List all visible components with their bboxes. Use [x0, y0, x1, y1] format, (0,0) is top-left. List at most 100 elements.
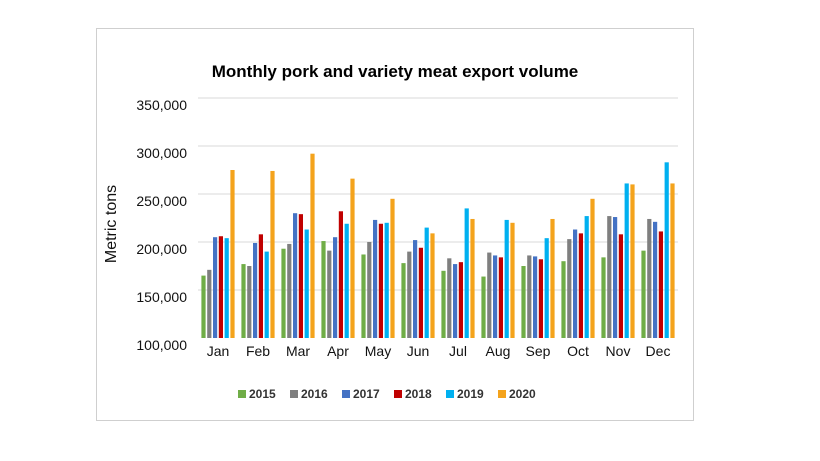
legend-label-2017: 2017: [353, 387, 380, 401]
bar-2017-Aug: [493, 255, 498, 338]
y-axis-label: Metric tons: [103, 185, 120, 263]
bar-2015-Sep: [521, 266, 526, 338]
y-tick-label: 250,000: [136, 193, 187, 209]
bar-2016-Feb: [247, 266, 252, 338]
bar-2018-May: [378, 223, 383, 338]
bar-2017-Jul: [453, 264, 458, 338]
bar-2019-Jan: [224, 238, 229, 338]
bar-2019-Sep: [544, 238, 549, 338]
y-tick-label: 300,000: [136, 145, 187, 161]
x-category-label: Aug: [486, 343, 511, 359]
bar-2020-Apr: [350, 178, 355, 338]
bar-2019-May: [384, 222, 389, 338]
bar-2016-Jun: [407, 251, 412, 338]
legend-label-2015: 2015: [249, 387, 276, 401]
x-category-label: Mar: [286, 343, 310, 359]
bar-2015-Jul: [441, 270, 446, 338]
x-category-label: May: [365, 343, 391, 359]
bar-2017-Dec: [653, 221, 658, 338]
chart-title: Monthly pork and variety meat export vol…: [211, 62, 579, 81]
bar-2019-Oct: [584, 216, 589, 338]
bar-2019-Apr: [344, 223, 349, 338]
bar-2020-Jul: [470, 218, 475, 338]
legend-label-2019: 2019: [457, 387, 484, 401]
bar-2016-Sep: [527, 255, 532, 338]
bar-2019-Nov: [624, 183, 629, 338]
bar-2020-Jun: [430, 233, 435, 338]
bar-2020-Feb: [270, 170, 275, 338]
bar-2017-Mar: [293, 213, 298, 338]
bar-2016-Jan: [207, 269, 212, 338]
bar-2015-Jun: [401, 263, 406, 338]
bar-2017-Feb: [253, 242, 258, 338]
x-category-label: Jan: [207, 343, 230, 359]
bar-2018-Aug: [498, 257, 503, 338]
bar-2018-Jun: [418, 247, 423, 338]
y-tick-label: 150,000: [136, 289, 187, 305]
bar-2016-Oct: [567, 239, 572, 338]
bar-2018-Jan: [218, 236, 223, 338]
x-category-label: Jun: [407, 343, 430, 359]
bar-2017-Oct: [573, 229, 578, 338]
x-category-label: Dec: [646, 343, 671, 359]
bar-2015-Aug: [481, 276, 486, 338]
x-category-label: Jul: [449, 343, 467, 359]
bar-2020-Sep: [550, 218, 555, 338]
bar-2016-Apr: [327, 250, 332, 338]
bar-2016-Nov: [607, 216, 612, 338]
x-axis-categories: Jan Feb Mar Apr May Jun Jul Aug Sep Oct Nov Dec: [207, 343, 671, 359]
bar-2016-Dec: [647, 218, 652, 338]
x-category-label: Nov: [606, 343, 631, 359]
bar-2016-May: [367, 242, 372, 338]
bar-2020-Mar: [310, 153, 315, 338]
bar-2019-Jul: [464, 208, 469, 338]
legend-swatch-2017: [342, 390, 350, 398]
legend: 2015 2016 2017 2018 2019 2020: [238, 387, 536, 401]
bar-2019-Mar: [304, 229, 309, 338]
legend-label-2016: 2016: [301, 387, 328, 401]
bar-2019-Feb: [264, 251, 269, 338]
bar-2019-Dec: [664, 162, 669, 338]
bar-2020-Nov: [630, 184, 635, 338]
x-category-label: Oct: [567, 343, 589, 359]
legend-swatch-2016: [290, 390, 298, 398]
bar-2020-Dec: [670, 183, 675, 338]
bar-2015-Mar: [281, 248, 286, 338]
bar-2015-May: [361, 254, 366, 338]
bar-2015-Dec: [641, 250, 646, 338]
bar-2017-Jan: [213, 237, 218, 338]
y-tick-label: 100,000: [136, 337, 187, 353]
bar-2018-Nov: [618, 234, 623, 338]
y-tick-label: 200,000: [136, 241, 187, 257]
bar-2020-Oct: [590, 198, 595, 338]
bar-2015-Feb: [241, 264, 246, 338]
bar-2020-Aug: [510, 222, 515, 338]
y-tick-label: 350,000: [136, 97, 187, 113]
bar-2020-Jan: [230, 170, 235, 338]
bar-2017-Jun: [413, 240, 418, 338]
bar-2015-Oct: [561, 261, 566, 338]
bar-2019-Jun: [424, 227, 429, 338]
bar-2015-Nov: [601, 257, 606, 338]
bar-2018-Feb: [258, 234, 263, 338]
bar-2020-May: [390, 198, 395, 338]
bar-2017-May: [373, 219, 378, 338]
bar-2018-Jul: [458, 262, 463, 338]
bar-2016-Aug: [487, 252, 492, 338]
legend-swatch-2019: [446, 390, 454, 398]
x-category-label: Feb: [246, 343, 270, 359]
legend-swatch-2018: [394, 390, 402, 398]
bar-2015-Apr: [321, 241, 326, 338]
bar-2015-Jan: [201, 275, 206, 338]
bar-2017-Apr: [333, 237, 338, 338]
y-axis-ticks: 100,000 150,000 200,000 250,000 300,000 350,0…: [136, 97, 187, 353]
legend-label-2020: 2020: [509, 387, 536, 401]
legend-swatch-2020: [498, 390, 506, 398]
bar-2018-Oct: [578, 233, 583, 338]
bar-2018-Sep: [538, 259, 543, 338]
bars: [201, 153, 675, 338]
bar-2017-Sep: [533, 256, 538, 338]
bar-2018-Apr: [338, 211, 343, 338]
bar-2018-Mar: [298, 214, 303, 338]
